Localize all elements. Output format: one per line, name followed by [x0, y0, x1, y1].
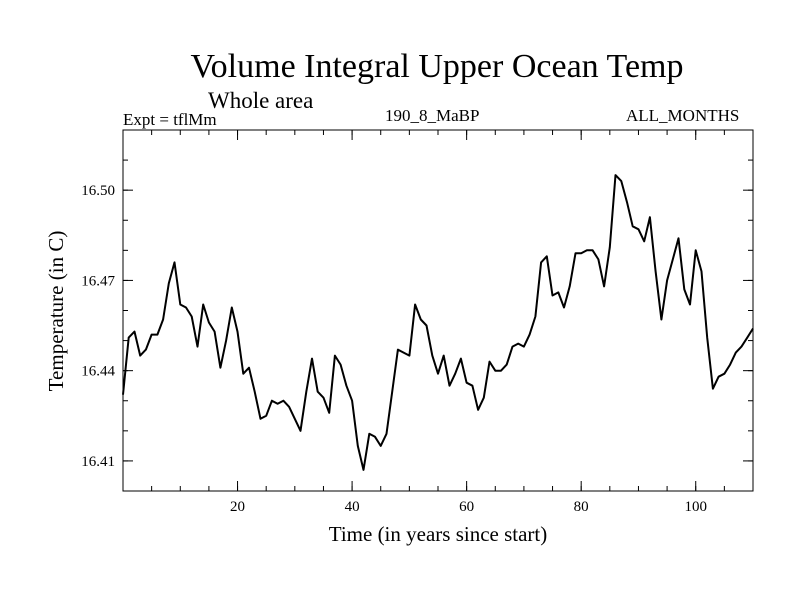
- chart-title: Volume Integral Upper Ocean Temp: [190, 48, 684, 85]
- axis-tick-labels: 20 40 60 80 100 16.41 16.44 16.47 16.50: [81, 183, 707, 515]
- chart-subtitle: Whole area: [208, 88, 314, 113]
- y-tick-label: 16.41: [81, 454, 115, 470]
- plot-frame: [122, 129, 754, 492]
- x-tick-label: 60: [459, 499, 474, 515]
- experiment-label: Expt = tflMm: [123, 110, 217, 129]
- x-tick-label: 20: [230, 499, 245, 515]
- x-axis-title: Time (in years since start): [329, 522, 548, 546]
- x-tick-label: 80: [574, 499, 589, 515]
- y-tick-label: 16.47: [81, 273, 115, 289]
- run-label: 190_8_MaBP: [385, 106, 480, 125]
- x-tick-label: 40: [345, 499, 360, 515]
- axis-ticks: [123, 130, 753, 491]
- x-tick-label: 100: [684, 499, 707, 515]
- y-tick-label: 16.44: [81, 364, 115, 380]
- series-line-temperature: [122, 174, 754, 471]
- season-label: ALL_MONTHS: [626, 106, 740, 125]
- y-tick-label: 16.50: [81, 183, 115, 199]
- y-axis-title: Temperature (in C): [44, 231, 68, 392]
